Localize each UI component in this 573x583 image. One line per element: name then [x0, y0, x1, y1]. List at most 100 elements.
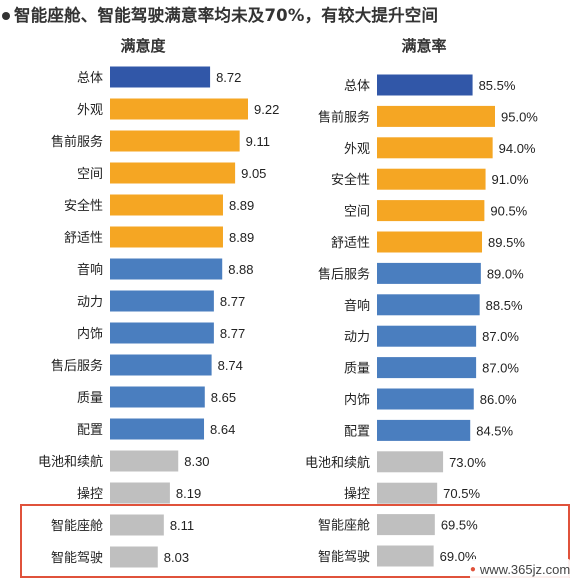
bar: [377, 325, 477, 347]
category-label: 动力: [77, 295, 103, 310]
category-label: 音响: [77, 262, 103, 278]
data-label: 85.5%: [479, 78, 516, 93]
category-label: 售后服务: [51, 358, 103, 374]
category-label: 电池和续航: [38, 454, 103, 470]
category-label: 售前服务: [318, 109, 370, 125]
data-label: 8.11: [170, 518, 194, 533]
data-label: 90.5%: [490, 204, 527, 219]
bar: [377, 545, 434, 567]
data-label: 94.0%: [499, 141, 536, 156]
data-label: 8.77: [220, 326, 245, 341]
category-label: 内饰: [344, 392, 370, 408]
data-label: 88.5%: [486, 298, 523, 313]
chart-title-1: 满意度: [120, 37, 166, 55]
watermark: ● www.365jz.com: [470, 559, 570, 579]
category-label: 操控: [77, 486, 103, 502]
bar: [377, 357, 477, 379]
category-label: 质量: [77, 391, 103, 406]
data-label: 8.30: [184, 454, 209, 469]
bar: [377, 200, 485, 222]
category-label: 外观: [77, 103, 103, 118]
bar: [110, 514, 164, 536]
bar: [110, 546, 158, 568]
category-label: 空间: [344, 205, 370, 220]
data-label: 69.5%: [441, 518, 478, 533]
category-label: 空间: [77, 167, 103, 182]
category-label: 智能驾驶: [51, 551, 103, 566]
data-label: 9.22: [254, 102, 279, 117]
bar: [377, 419, 471, 441]
data-label: 87.0%: [482, 329, 519, 344]
bar: [110, 226, 223, 248]
data-label: 8.77: [220, 294, 245, 309]
data-label: 8.19: [176, 486, 201, 501]
category-label: 外观: [344, 142, 370, 157]
category-label: 安全性: [331, 172, 370, 188]
bar: [377, 105, 495, 127]
page-title-text: 智能座舱、智能驾驶满意率均未及70%，有较大提升空间: [14, 6, 439, 25]
category-label: 智能驾驶: [318, 550, 370, 565]
bar: [377, 262, 481, 284]
bar: [110, 66, 211, 88]
bar: [377, 168, 486, 190]
data-label: 8.03: [164, 550, 189, 565]
category-label: 总体: [77, 71, 103, 86]
data-label: 8.72: [216, 70, 241, 85]
bar: [110, 258, 223, 280]
watermark-text: www.365jz.com: [479, 561, 571, 577]
data-label: 8.64: [210, 422, 235, 437]
data-label: 73.0%: [449, 455, 486, 470]
category-label: 舒适性: [64, 231, 103, 246]
category-label: 音响: [344, 298, 370, 314]
chart-title-2: 满意率: [401, 37, 446, 55]
bar: [110, 482, 170, 504]
category-label: 内饰: [77, 326, 103, 342]
bar: [377, 231, 483, 253]
data-label: 91.0%: [492, 172, 529, 187]
data-label: 84.5%: [476, 423, 513, 438]
category-label: 智能座舱: [318, 519, 370, 534]
data-label: 8.65: [211, 390, 236, 405]
category-label: 质量: [344, 362, 370, 377]
bar: [377, 482, 438, 504]
data-label: 8.74: [218, 358, 243, 373]
data-label: 8.89: [229, 230, 254, 245]
bar: [110, 98, 248, 120]
data-label: 9.11: [246, 134, 270, 149]
category-label: 配置: [77, 423, 103, 438]
category-label: 操控: [344, 486, 370, 502]
data-label: 87.0%: [482, 361, 519, 376]
data-label: 69.0%: [440, 549, 477, 564]
data-label: 70.5%: [443, 486, 480, 501]
data-label: 95.0%: [501, 109, 538, 124]
category-label: 电池和续航: [305, 455, 370, 471]
bar: [110, 290, 214, 312]
category-label: 总体: [344, 79, 370, 94]
bar: [110, 130, 240, 152]
bar: [110, 354, 212, 376]
watermark-dot-icon: ●: [469, 563, 476, 575]
category-label: 智能座舱: [51, 519, 103, 534]
bar: [377, 514, 435, 536]
data-label: 86.0%: [480, 392, 517, 407]
bar: [110, 322, 214, 344]
bar: [110, 194, 223, 216]
category-label: 舒适性: [331, 236, 370, 251]
bar: [377, 74, 473, 96]
bar: [110, 162, 236, 184]
page-title: 智能座舱、智能驾驶满意率均未及70%，有较大提升空间: [0, 2, 573, 30]
highlight-box: [20, 504, 570, 578]
bar: [377, 451, 444, 473]
category-label: 安全性: [64, 198, 103, 214]
bar: [110, 386, 205, 408]
category-label: 配置: [344, 424, 370, 439]
bar: [377, 294, 480, 316]
data-label: 8.89: [229, 198, 254, 213]
data-label: 9.05: [241, 166, 266, 181]
data-label: 89.0%: [487, 266, 524, 281]
bar: [110, 418, 205, 440]
bar: [110, 450, 179, 472]
data-label: 8.88: [228, 262, 253, 277]
bar: [377, 388, 474, 410]
